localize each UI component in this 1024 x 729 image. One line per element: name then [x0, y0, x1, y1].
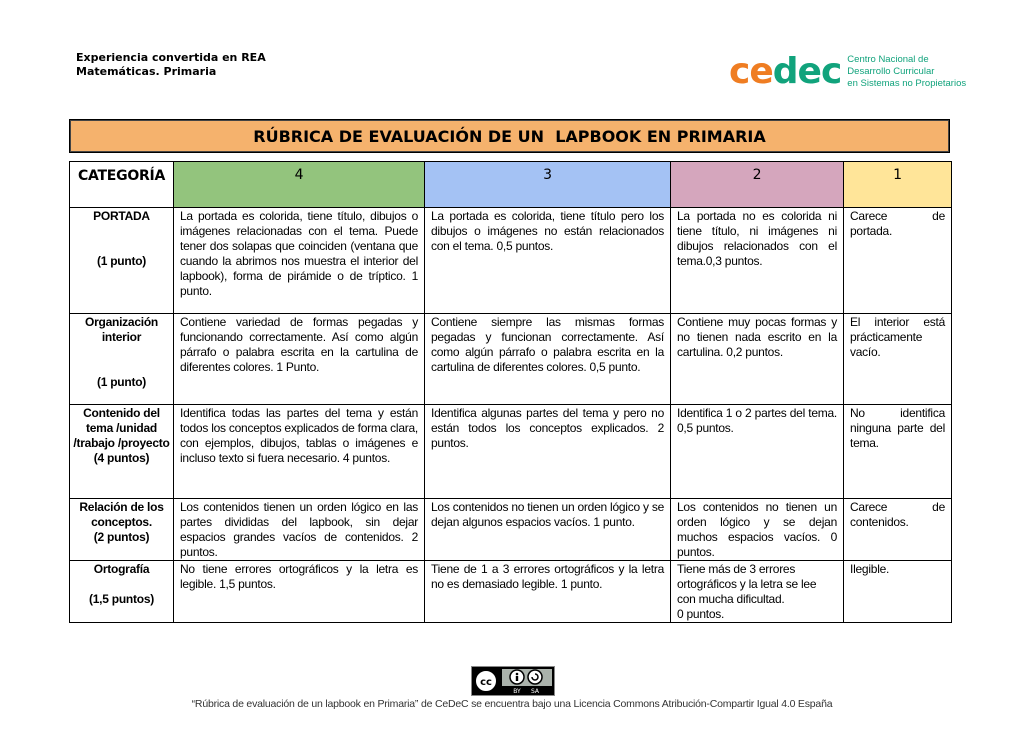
score-4-cell: No tiene errores ortográficos y la letra…: [173, 560, 425, 623]
score-2-cell: Los contenidos no tienen un orden lógico…: [670, 498, 844, 561]
score-1-cell: Ilegible.: [843, 560, 952, 623]
score-4-cell: Los contenidos tienen un orden lógico en…: [173, 498, 425, 561]
table-row: Contenido del tema /unidad /trabajo /pro…: [69, 404, 952, 499]
score-2-cell: Contiene muy pocas formas y no tienen na…: [670, 313, 844, 405]
header-line-1: Experiencia convertida en REA: [76, 51, 266, 64]
category-cell: PORTADA (1 punto): [69, 207, 174, 314]
category-cell: Organización interior (1 punto): [69, 313, 174, 405]
score-1-cell: Carece de contenidos.: [843, 498, 952, 561]
header-category: CATEGORÍA: [69, 161, 174, 208]
svg-text:cc: cc: [480, 677, 492, 688]
score-2-cell: Tiene más de 3 errores ortográficos y la…: [670, 560, 844, 623]
creative-commons-icon: cc BY SA: [472, 667, 554, 695]
logo-wordmark: cedec: [729, 51, 842, 92]
score-3-cell: La portada es colorida, tiene título per…: [424, 207, 671, 314]
table-row: PORTADA (1 punto) La portada es colorida,…: [69, 207, 952, 314]
score-2-cell: Identifica 1 o 2 partes del tema. 0,5 pu…: [670, 404, 844, 499]
category-cell: Ortografía (1,5 puntos): [69, 560, 174, 623]
score-4-cell: Identifica todas las partes del tema y e…: [173, 404, 425, 499]
score-1-cell: No identifica ninguna parte del tema.: [843, 404, 952, 499]
score-1-cell: Carece de portada.: [843, 207, 952, 314]
category-cell: Relación de los conceptos. (2 puntos): [69, 498, 174, 561]
category-cell: Contenido del tema /unidad /trabajo /pro…: [69, 404, 174, 499]
header-line-2: Matemáticas. Primaria: [76, 65, 217, 78]
score-3-cell: Tiene de 1 a 3 errores ortográficos y la…: [424, 560, 671, 623]
score-2-cell: La portada no es colorida ni tiene títul…: [670, 207, 844, 314]
header-row: CATEGORÍA 4 3 2 1: [69, 161, 952, 208]
score-4-cell: Contiene variedad de formas pegadas y fu…: [173, 313, 425, 405]
header-score-3: 3: [424, 161, 671, 208]
score-3-cell: Identifica algunas partes del tema y per…: [424, 404, 671, 499]
rubric-title: RÚBRICA DE EVALUACIÓN DE UN LAPBOOK EN P…: [69, 119, 950, 153]
score-3-cell: Los contenidos no tienen un orden lógico…: [424, 498, 671, 561]
score-3-cell: Contiene siempre las mismas formas pegad…: [424, 313, 671, 405]
header-score-2: 2: [670, 161, 844, 208]
svg-text:SA: SA: [531, 688, 540, 695]
table-row: Organización interior (1 punto) Contiene …: [69, 313, 952, 405]
cc-by-sa-license-badge: cc BY SA: [471, 666, 555, 696]
cedec-logo: cedec Centro Nacional de Desarrollo Curr…: [729, 52, 966, 92]
rubric-table: CATEGORÍA 4 3 2 1 PORTADA (1 punto) La po…: [69, 161, 952, 623]
table-row: Ortografía (1,5 puntos) No tiene errores …: [69, 560, 952, 623]
logo-subtitle: Centro Nacional de Desarrollo Curricular…: [847, 54, 967, 89]
header-score-1: 1: [843, 161, 952, 208]
svg-text:BY: BY: [513, 688, 521, 695]
score-1-cell: El interior está prácticamente vacío.: [843, 313, 952, 405]
license-footer-text: “Rúbrica de evaluación de un lapbook en …: [191, 698, 833, 710]
table-row: Relación de los conceptos. (2 puntos) Los…: [69, 498, 952, 561]
document-header: Experiencia convertida en REA Matemática…: [76, 51, 266, 79]
header-score-4: 4: [173, 161, 425, 208]
score-4-cell: La portada es colorida, tiene título, di…: [173, 207, 425, 314]
